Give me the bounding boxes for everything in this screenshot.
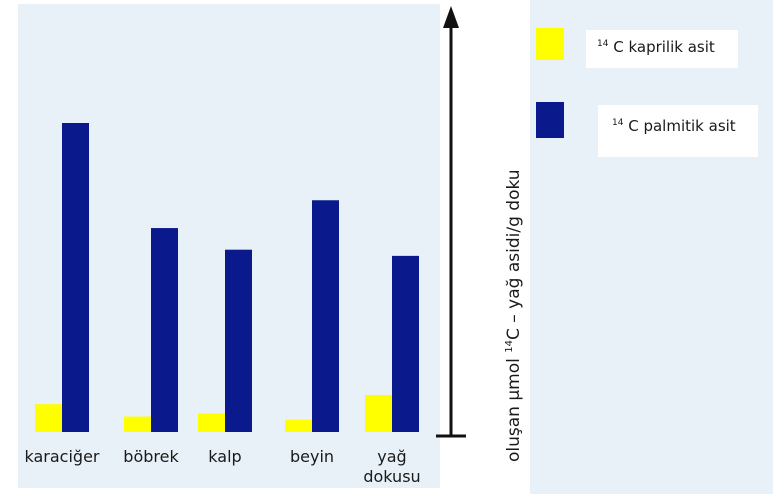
bar-kaprilik-1 [124, 416, 151, 432]
legend-label-kaprilik: 14 C kaprilik asit [597, 38, 715, 56]
x-tick-label: karaciğer [25, 447, 100, 466]
bar-kaprilik-4 [365, 394, 392, 432]
bar-palmitik-4 [392, 255, 419, 432]
x-tick-label: dokusu [363, 467, 420, 486]
y-axis-label-group: oluşan µmol 14C – yağ asidi/g doku [504, 169, 524, 462]
bar-kaprilik-2 [198, 413, 225, 432]
bar-palmitik-0 [62, 123, 89, 432]
y-axis [436, 6, 466, 438]
y-axis-arrowhead [443, 6, 459, 28]
legend-swatch-kaprilik [536, 28, 564, 60]
legend-swatch-palmitik [536, 102, 564, 138]
x-tick-label: kalp [208, 447, 241, 466]
bar-palmitik-2 [225, 249, 252, 432]
legend-label-background [586, 30, 738, 68]
legend-area-background [530, 0, 773, 494]
x-tick-label: yağ [377, 447, 406, 466]
bar-palmitik-3 [312, 200, 339, 432]
legend-label-background [598, 105, 758, 157]
x-tick-label: beyin [290, 447, 334, 466]
bar-palmitik-1 [151, 228, 178, 432]
x-tick-label: böbrek [123, 447, 179, 466]
bar-kaprilik-3 [285, 419, 312, 432]
legend-label-palmitik: 14 C palmitik asit [612, 117, 736, 135]
bars-group [35, 123, 419, 432]
legend: 14 C kaprilik asit 14 C palmitik asit [536, 28, 758, 157]
y-axis-label: oluşan µmol 14C – yağ asidi/g doku [504, 169, 524, 462]
bar-kaprilik-0 [35, 404, 62, 432]
